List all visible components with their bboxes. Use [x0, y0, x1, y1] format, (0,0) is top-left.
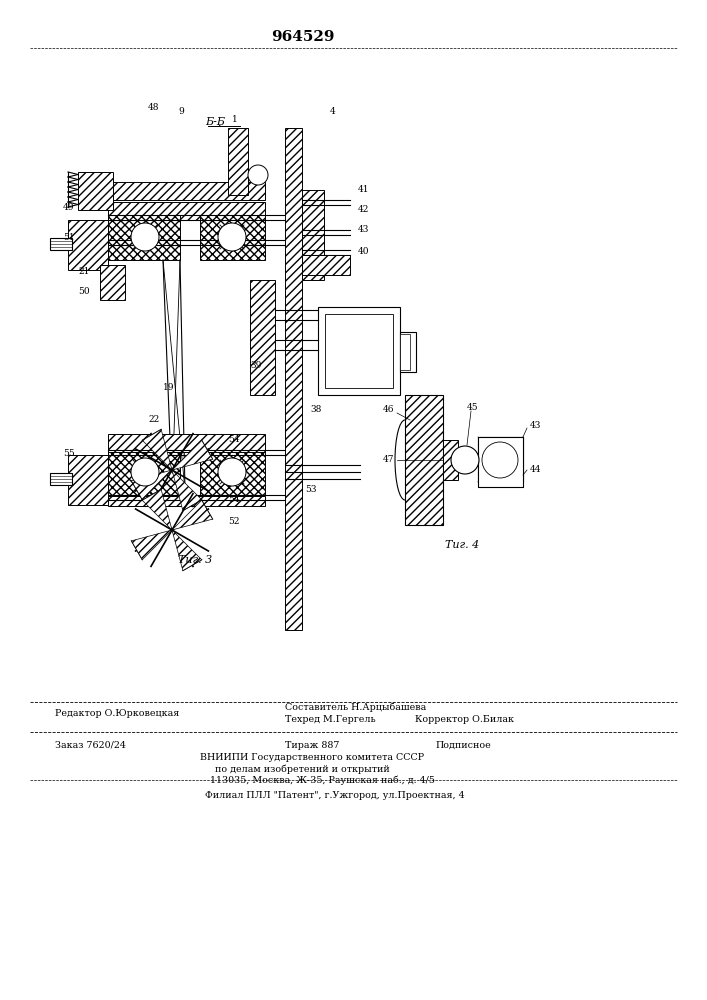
Text: 113035, Москва, Ж-35, Раушская наб., д. 4/5: 113035, Москва, Ж-35, Раушская наб., д. … — [210, 775, 435, 785]
Text: Техред М.Гергель: Техред М.Гергель — [285, 716, 375, 724]
Text: 41: 41 — [358, 186, 370, 194]
Circle shape — [131, 458, 159, 486]
Bar — [405, 395, 443, 525]
Bar — [108, 496, 265, 506]
Bar — [50, 238, 72, 250]
Text: 1: 1 — [232, 115, 238, 124]
Bar — [108, 450, 180, 495]
Text: Τиг. 4: Τиг. 4 — [445, 540, 479, 550]
Text: Тираж 887: Тираж 887 — [285, 740, 339, 750]
Bar — [400, 332, 416, 372]
Bar — [50, 473, 72, 485]
Text: 45: 45 — [467, 402, 479, 412]
Bar — [108, 215, 180, 260]
Polygon shape — [172, 440, 213, 470]
Bar — [285, 128, 302, 630]
Text: 4: 4 — [330, 107, 336, 116]
Text: Заказ 7620/24: Заказ 7620/24 — [55, 740, 126, 750]
Text: Подписное: Подписное — [435, 740, 491, 750]
Text: ВНИИПИ Государственного комитета СССР: ВНИИПИ Государственного комитета СССР — [200, 754, 424, 762]
Text: Τиг. 3: Τиг. 3 — [178, 555, 212, 565]
Bar — [325, 314, 393, 388]
Text: 43: 43 — [358, 226, 369, 234]
Text: Составитель Н.Арцыбашева: Составитель Н.Арцыбашева — [285, 702, 426, 712]
Circle shape — [218, 458, 246, 486]
Bar — [78, 172, 113, 210]
Bar — [478, 437, 523, 487]
Bar — [443, 440, 458, 480]
Text: 53: 53 — [305, 486, 317, 494]
Text: 52: 52 — [228, 518, 240, 526]
Text: 9: 9 — [178, 107, 184, 116]
Text: Б-Б: Б-Б — [205, 117, 225, 127]
Bar — [302, 190, 324, 280]
Text: 54: 54 — [228, 436, 240, 444]
Text: 22: 22 — [148, 416, 159, 424]
Bar — [68, 220, 108, 270]
Bar — [250, 280, 275, 395]
Polygon shape — [132, 470, 172, 500]
Bar — [100, 265, 125, 300]
Text: 964529: 964529 — [271, 30, 334, 44]
Bar — [478, 482, 523, 487]
Text: 48: 48 — [148, 103, 160, 111]
Text: 46: 46 — [383, 406, 395, 414]
Text: по делам изобретений и открытий: по делам изобретений и открытий — [215, 764, 390, 774]
Text: 50: 50 — [78, 288, 90, 296]
Text: 40: 40 — [358, 247, 370, 256]
Text: 21: 21 — [78, 267, 89, 276]
Text: 49: 49 — [63, 202, 74, 212]
Text: 47: 47 — [383, 456, 395, 464]
Text: 42: 42 — [358, 206, 369, 215]
Text: 39: 39 — [250, 360, 262, 369]
Polygon shape — [142, 429, 172, 470]
Bar — [228, 128, 248, 195]
Text: 44: 44 — [530, 466, 542, 475]
Bar — [302, 255, 350, 275]
Bar — [200, 215, 265, 260]
Polygon shape — [132, 530, 172, 560]
Text: 51: 51 — [63, 233, 75, 242]
Polygon shape — [142, 489, 172, 530]
Text: Редактор О.Юрковецкая: Редактор О.Юрковецкая — [55, 708, 180, 718]
Bar — [400, 334, 410, 370]
Polygon shape — [172, 500, 213, 530]
Bar — [478, 437, 523, 482]
Bar — [200, 450, 265, 495]
Bar — [108, 182, 265, 200]
Text: Корректор О.Билак: Корректор О.Билак — [415, 716, 514, 724]
Polygon shape — [172, 470, 201, 511]
Text: 38: 38 — [310, 406, 322, 414]
Text: ·: · — [218, 122, 222, 132]
Circle shape — [218, 223, 246, 251]
Polygon shape — [172, 530, 201, 571]
Text: 43: 43 — [530, 420, 542, 430]
Circle shape — [451, 446, 479, 474]
Text: 55: 55 — [63, 450, 75, 458]
Bar — [318, 307, 400, 395]
Circle shape — [131, 223, 159, 251]
Text: 54: 54 — [228, 495, 240, 504]
Text: Филиал ПЛЛ "Патент", г.Ужгород, ул.Проектная, 4: Филиал ПЛЛ "Патент", г.Ужгород, ул.Проек… — [205, 790, 464, 800]
Circle shape — [248, 165, 268, 185]
Text: 19: 19 — [163, 382, 175, 391]
Bar — [108, 202, 265, 220]
Bar — [68, 455, 108, 505]
Bar — [108, 434, 265, 452]
